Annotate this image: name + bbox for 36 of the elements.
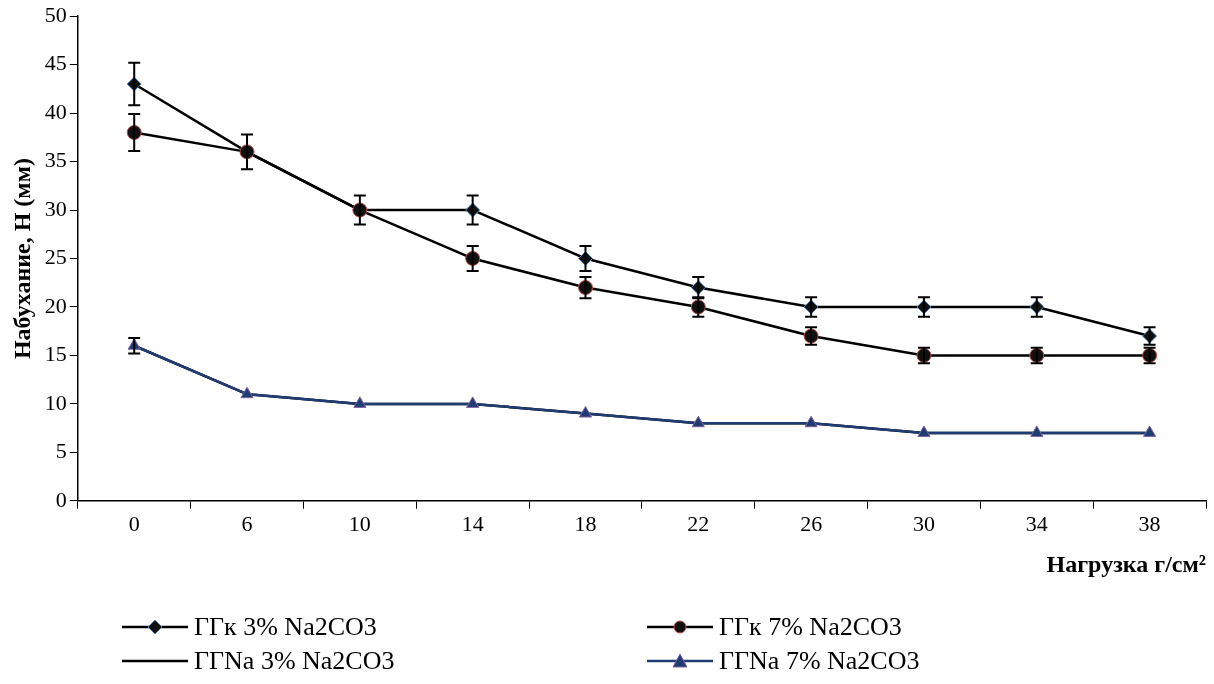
x-tick-label: 14 — [461, 510, 484, 536]
point — [240, 386, 254, 399]
point — [578, 406, 593, 418]
y-tick-label: 10 — [44, 389, 67, 415]
y-tick-label: 20 — [44, 292, 67, 318]
point — [1143, 425, 1157, 437]
y-tick-label: 50 — [44, 1, 67, 27]
x-tick-label: 22 — [687, 510, 710, 536]
x-tick-label: 34 — [1025, 510, 1048, 536]
x-tick-label: 30 — [912, 510, 935, 536]
x-tick-label: 6 — [241, 510, 253, 536]
point — [353, 396, 367, 408]
legend-label: ГГNa 7% Na2CO3 — [719, 646, 920, 676]
x-tick-label: 18 — [574, 510, 597, 536]
y-tick-label: 40 — [44, 98, 67, 124]
x-tick-label: 0 — [128, 510, 140, 536]
y-tick-label: 35 — [44, 147, 67, 173]
x-tick-label: 26 — [800, 510, 823, 536]
x-axis-title: Нагрузка г/см² — [1046, 550, 1206, 577]
point — [917, 425, 931, 437]
y-tick-label: 5 — [55, 438, 67, 464]
legend-label: ГГк 7% Na2CO3 — [719, 612, 902, 642]
y-axis-title: Набухание, Н (мм) — [8, 157, 35, 360]
x-tick-label: 10 — [348, 510, 371, 536]
point — [691, 415, 705, 428]
legend-label: ГГNa 3% Na2CO3 — [194, 646, 395, 676]
y-tick-label: 25 — [44, 244, 67, 270]
point — [1030, 425, 1044, 437]
y-tick-label: 45 — [44, 50, 67, 76]
point — [466, 396, 480, 408]
y-tick-label: 15 — [44, 341, 67, 367]
y-tick-label: 0 — [55, 486, 67, 512]
legend-label: ГГк 3% Na2CO3 — [194, 612, 377, 642]
x-tick-label: 38 — [1138, 510, 1161, 536]
point — [804, 415, 818, 428]
y-tick-label: 30 — [44, 195, 67, 221]
